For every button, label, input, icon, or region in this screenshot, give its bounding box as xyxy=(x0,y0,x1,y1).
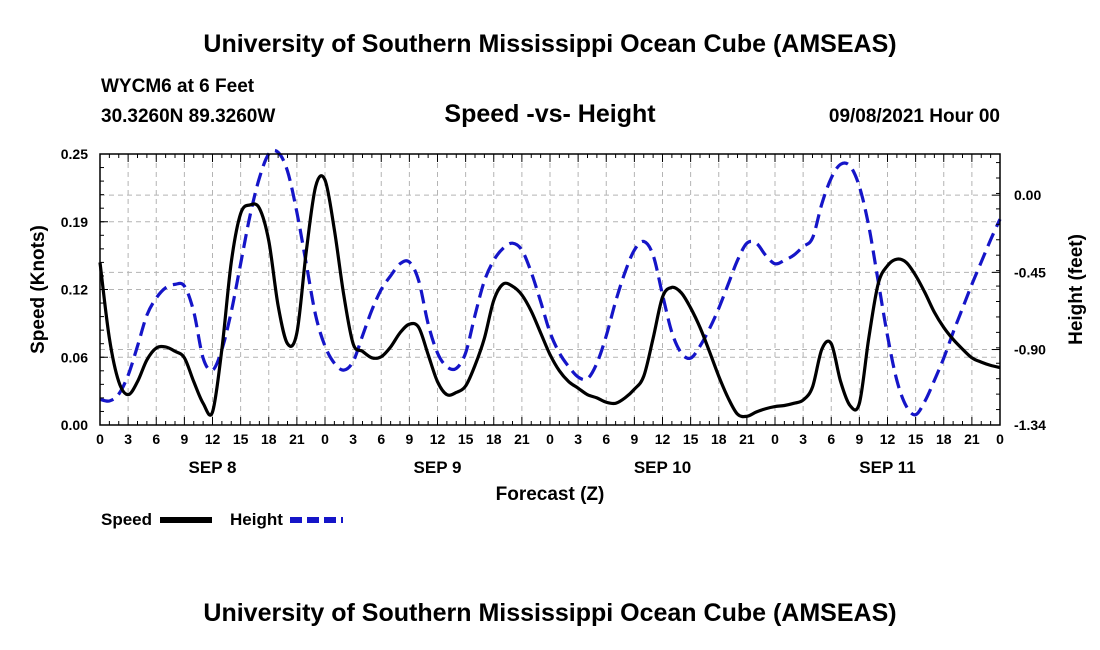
axis-labels: 0 3 6 9 12 15 18 21 0 3 6 9 12 15 18 21 0 3 6 9 12 15 18 21 0 3 6 9… xyxy=(28,146,1087,505)
y-axis-title-left: Speed (Knots) xyxy=(28,225,49,354)
x-tick-label: 15 xyxy=(233,431,249,447)
x-tick-label: 9 xyxy=(630,431,638,447)
page-title: University of Southern Mississippi Ocean… xyxy=(203,30,897,58)
y-right-tick-label: 0.00 xyxy=(1014,187,1041,203)
y-left-tick-label: 0.19 xyxy=(61,214,88,230)
forecast-datetime: 09/08/2021 Hour 00 xyxy=(828,106,1000,127)
x-tick-label: 18 xyxy=(486,431,502,447)
station-label: WYCM6 at 6 Feet xyxy=(101,76,255,97)
x-tick-label: 15 xyxy=(908,431,924,447)
axis-ticks xyxy=(99,153,1001,426)
x-tick-label: 12 xyxy=(880,431,896,447)
x-tick-label: 0 xyxy=(771,431,779,447)
x-tick-label: 0 xyxy=(546,431,554,447)
y-right-tick-label: -0.90 xyxy=(1014,342,1046,358)
day-label: SEP 8 xyxy=(189,458,237,477)
x-tick-label: 21 xyxy=(964,431,980,447)
x-tick-label: 12 xyxy=(430,431,446,447)
x-tick-label: 18 xyxy=(711,431,727,447)
x-tick-label: 0 xyxy=(96,431,104,447)
x-tick-label: 0 xyxy=(321,431,329,447)
x-tick-label: 6 xyxy=(602,431,610,447)
chart-title: Speed -vs- Height xyxy=(444,100,656,128)
speed-series-line xyxy=(98,174,1001,419)
legend-height-label: Height xyxy=(230,510,283,529)
x-tick-label: 6 xyxy=(827,431,835,447)
x-tick-label: 6 xyxy=(377,431,385,447)
height-series-line xyxy=(99,148,1002,417)
x-tick-label: 21 xyxy=(514,431,530,447)
day-label: SEP 10 xyxy=(634,458,691,477)
x-tick-label: 12 xyxy=(205,431,221,447)
day-label: SEP 11 xyxy=(859,458,915,477)
x-tick-label: 18 xyxy=(261,431,277,447)
y-left-tick-label: 0.06 xyxy=(61,349,88,365)
footer-title: University of Southern Mississippi Ocean… xyxy=(203,599,897,627)
y-left-tick-label: 0.00 xyxy=(61,417,88,433)
x-tick-label: 9 xyxy=(855,431,863,447)
station-coordinates: 30.3260N 89.3260W xyxy=(101,106,276,127)
series-lines xyxy=(98,148,1002,419)
day-label: SEP 9 xyxy=(414,458,462,477)
y-axis-title-right: Height (feet) xyxy=(1066,234,1087,345)
y-left-tick-label: 0.12 xyxy=(61,282,88,298)
x-tick-label: 21 xyxy=(289,431,305,447)
legend-speed-label: Speed xyxy=(101,510,152,529)
y-left-tick-label: 0.25 xyxy=(61,146,88,162)
legend: Speed Height xyxy=(101,510,343,529)
x-tick-label: 3 xyxy=(349,431,357,447)
x-tick-label: 21 xyxy=(739,431,755,447)
x-tick-label: 0 xyxy=(996,431,1004,447)
x-tick-label: 18 xyxy=(936,431,952,447)
x-axis-title: Forecast (Z) xyxy=(496,484,605,505)
x-tick-label: 9 xyxy=(405,431,413,447)
grid-lines xyxy=(100,154,1000,425)
x-tick-label: 3 xyxy=(574,431,582,447)
x-tick-label: 15 xyxy=(458,431,474,447)
x-tick-label: 9 xyxy=(180,431,188,447)
y-right-tick-label: -1.34 xyxy=(1014,417,1046,433)
x-tick-label: 15 xyxy=(683,431,699,447)
x-tick-label: 3 xyxy=(124,431,132,447)
x-tick-label: 3 xyxy=(799,431,807,447)
x-tick-label: 12 xyxy=(655,431,671,447)
y-right-tick-label: -0.45 xyxy=(1014,264,1046,280)
x-tick-label: 6 xyxy=(152,431,160,447)
